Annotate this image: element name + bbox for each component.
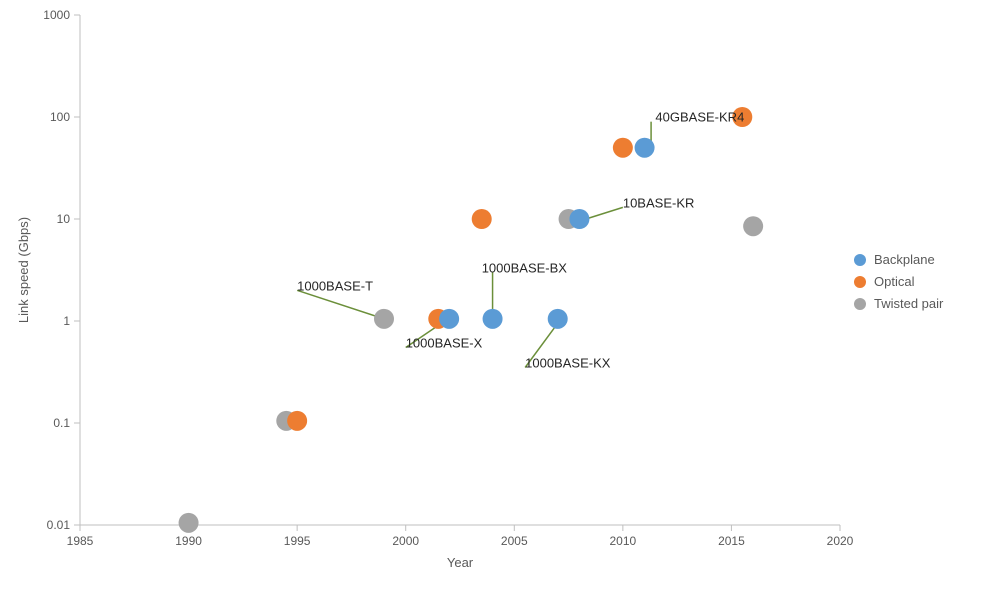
legend-label: Optical: [874, 274, 915, 289]
data-point: [635, 138, 655, 158]
data-point: [569, 209, 589, 229]
x-tick-label: 2000: [392, 534, 419, 548]
data-point: [548, 309, 568, 329]
data-point: [743, 216, 763, 236]
data-point: [179, 513, 199, 533]
x-tick-label: 2010: [610, 534, 637, 548]
data-point: [287, 411, 307, 431]
legend-label: Twisted pair: [874, 296, 944, 311]
annotation-leader: [586, 207, 623, 219]
annotation-label: 1000BASE-T: [297, 278, 373, 293]
x-tick-label: 1990: [175, 534, 202, 548]
x-axis-label: Year: [447, 555, 474, 570]
annotation-label: 10BASE-KR: [623, 195, 695, 210]
annotation-label: 40GBASE-KR4: [655, 110, 744, 125]
data-point: [374, 309, 394, 329]
legend-marker: [854, 298, 866, 310]
annotation-label: 1000BASE-X: [406, 335, 483, 350]
data-point: [613, 138, 633, 158]
scatter-chart: 1985 1990 1995 2000 2005 2010 2015 2020 0.01 0.1 1…: [0, 0, 1000, 594]
data-point: [483, 309, 503, 329]
data-point: [472, 209, 492, 229]
x-tick-label: 1985: [67, 534, 94, 548]
x-tick-label: 2015: [718, 534, 745, 548]
legend-marker: [854, 276, 866, 288]
y-tick-label: 0.01: [47, 518, 71, 532]
x-tick-label: 1995: [284, 534, 311, 548]
annotation-label: 1000BASE-KX: [525, 356, 611, 371]
legend-marker: [854, 254, 866, 266]
y-tick-label: 0.1: [53, 416, 70, 430]
y-tick-label: 1000: [43, 8, 70, 22]
annotation-label: 1000BASE-BX: [482, 260, 568, 275]
y-tick-label: 1: [63, 314, 70, 328]
x-tick-label: 2020: [827, 534, 854, 548]
y-tick-label: 10: [57, 212, 71, 226]
data-point: [439, 309, 459, 329]
y-tick-label: 100: [50, 110, 70, 124]
annotation-leader: [297, 290, 384, 319]
y-axis-label: Link speed (Gbps): [16, 217, 31, 323]
x-tick-label: 2005: [501, 534, 528, 548]
legend-label: Backplane: [874, 252, 935, 267]
